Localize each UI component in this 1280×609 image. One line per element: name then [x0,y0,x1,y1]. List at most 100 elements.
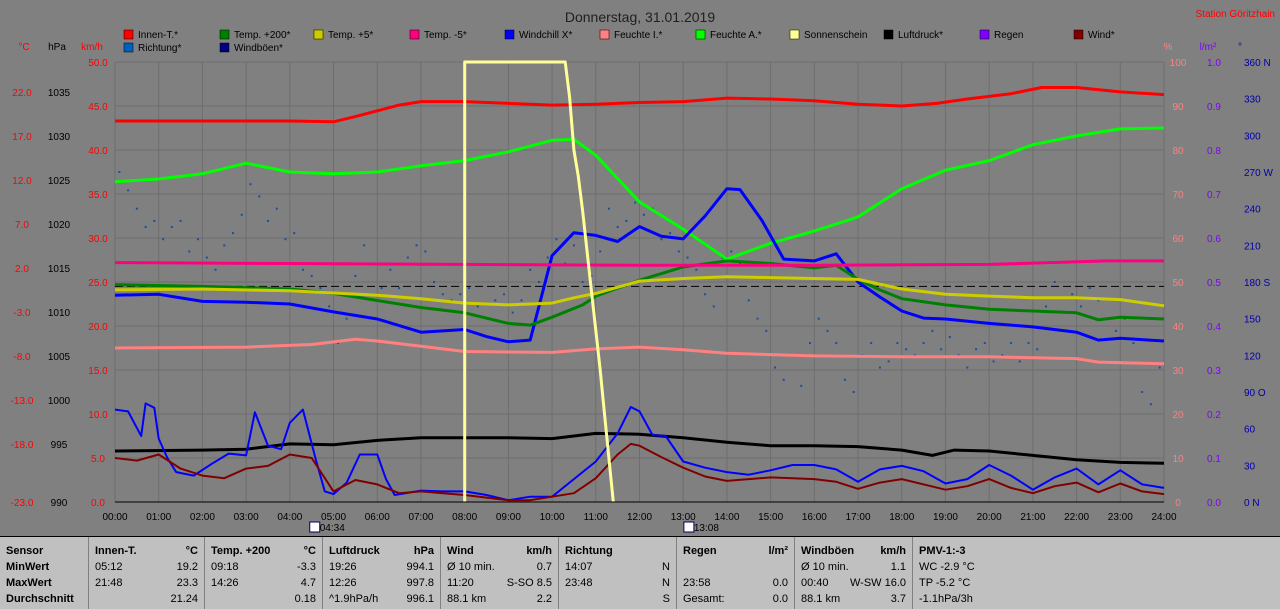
y-tick-label: 2.0 [15,264,29,275]
stats-separator [322,537,323,609]
legend-swatch [313,29,324,40]
stats-value-row: 0.18 [205,591,322,607]
time-marker-label: 13:08 [694,523,719,534]
stats-column: Richtung 14:07 N 23:48 N S [559,537,676,609]
direction-point [223,244,226,247]
stats-value-row: 23:48 N [559,575,676,591]
direction-point [345,317,348,320]
stats-row-label: Sensor [0,543,88,559]
stats-header-unit: km/h [526,545,552,557]
y-tick-label: 995 [51,440,68,451]
direction-point [214,268,217,271]
legend-label: Windchill X* [519,30,572,41]
stats-value-row: 23:58 0.0 [677,575,794,591]
stats-cell-value: 0.7 [536,561,552,573]
direction-point [494,299,497,302]
x-tick-label: 20:00 [977,512,1002,523]
direction-point [135,207,138,210]
legend-label: Richtung* [138,43,181,54]
direction-point [363,244,366,247]
y-tick-label: 20 [1172,410,1184,421]
x-tick-label: 08:00 [452,512,477,523]
y-tick-label: 0.6 [1207,234,1221,245]
x-tick-label: 12:00 [627,512,652,523]
x-tick-label: 14:00 [714,512,739,523]
y-tick-label: 0 N [1244,498,1260,509]
direction-point [179,219,182,222]
direction-point [625,219,628,222]
y-tick-label: 100 [1170,58,1187,69]
x-tick-label: 13:00 [671,512,696,523]
direction-point [940,348,943,351]
stats-value-row: 00:40 W-SW 16.0 [795,575,912,591]
legend-label: Innen-T.* [138,30,178,41]
y-tick-label: 10.0 [88,410,108,421]
legend-label: Temp. -5* [424,30,467,41]
direction-point [205,256,208,259]
axis-unit-label: % [1164,42,1173,53]
y-tick-label: 1020 [48,220,71,231]
direction-point [782,378,785,381]
stats-value-row [677,559,794,575]
direction-point [905,348,908,351]
stats-cell-time: Ø 10 min. [801,561,849,573]
series-line [115,86,1165,124]
direction-point [118,171,121,173]
series-line [114,259,1164,267]
direction-point [232,232,235,235]
x-tick-label: 03:00 [234,512,259,523]
legend-swatch [504,29,515,40]
direction-point [249,183,252,186]
y-tick-label: 35.0 [88,190,108,201]
x-tick-label: 09:00 [496,512,521,523]
stats-value-row: 21:48 23.3 [89,575,204,591]
stats-column: PMV-1:-3 WC -2.9 °C TP -5.2 °C -1.1hPa/3h [913,537,1030,609]
stats-separator [676,537,677,609]
x-tick-label: 04:00 [277,512,302,523]
y-tick-label: 25.0 [88,278,108,289]
time-marker-label: 04:34 [320,523,345,534]
stats-value-row: Ø 10 min. 1.1 [795,559,912,575]
y-tick-label: 0.7 [1207,190,1221,201]
y-tick-label: 0.2 [1207,410,1221,421]
stats-header: Innen-T. °C [89,543,204,559]
stats-header-unit: °C [185,545,198,557]
legend-swatch [599,29,610,40]
direction-point [354,274,357,277]
direction-point [817,317,820,320]
stats-cell-time: 88.1 km [447,593,487,605]
direction-point [747,299,750,302]
stats-cell-value: S-SO 8.5 [506,577,552,589]
x-tick-label: 06:00 [365,512,390,523]
direction-point [529,268,532,271]
direction-point [389,268,392,271]
legend-label: Regen [994,30,1023,41]
direction-point [511,311,514,314]
y-tick-label: 7.0 [15,220,29,231]
direction-point [520,299,523,302]
stats-header-label: Regen [683,545,717,557]
stats-cell-value: 2.2 [536,593,552,605]
direction-point [634,201,637,204]
stats-header-label: Innen-T. [95,545,137,557]
y-tick-label: 1030 [48,132,71,143]
y-tick-label: 90 O [1244,388,1266,399]
y-tick-label: 270 W [1244,168,1273,179]
stats-header-label: Luftdruck [329,545,380,557]
stats-cell-value: -3.3 [297,561,316,573]
series-line [114,442,1165,502]
x-tick-label: 05:00 [321,512,346,523]
direction-point [826,329,829,332]
x-tick-label: 18:00 [889,512,914,523]
y-tick-label: 1005 [48,352,71,363]
x-tick-label: 21:00 [1020,512,1045,523]
stats-value-row: 12:26 997.8 [323,575,440,591]
stats-cell-value: W-SW 16.0 [849,577,906,589]
stats-cell-time: WC -2.9 °C [919,561,975,573]
stats-value-row: 88.1 km 3.7 [795,591,912,607]
y-tick-label: 30 [1172,366,1184,377]
direction-point [293,232,296,235]
stats-cell-time: 00:40 [801,577,829,589]
y-tick-label: 240 [1244,205,1261,216]
y-tick-label: 20.0 [88,322,108,333]
